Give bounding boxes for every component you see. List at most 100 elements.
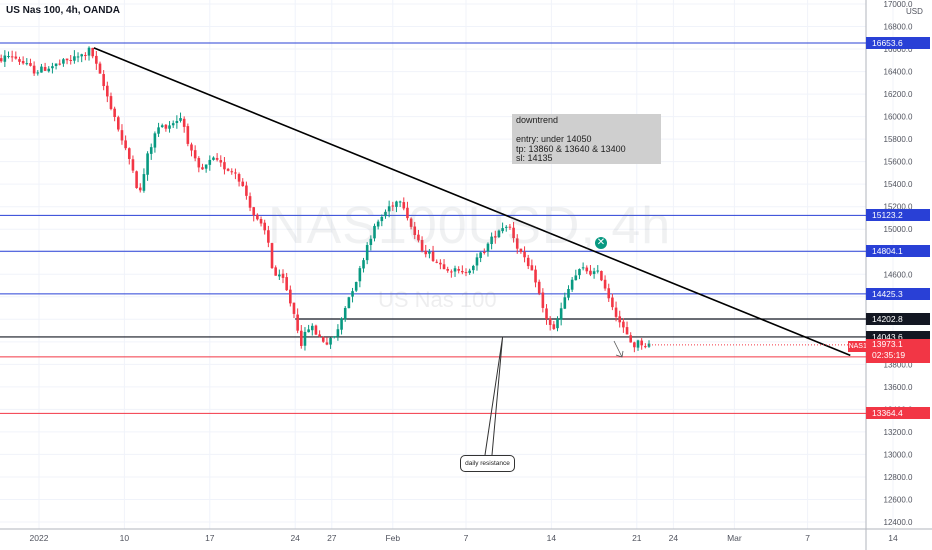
chart-title[interactable]: US Nas 100, 4h, OANDA: [6, 5, 120, 16]
candle-body: [190, 144, 193, 151]
candle-body: [395, 201, 398, 207]
candle-body: [541, 292, 545, 308]
candle-body: [380, 216, 384, 222]
candle-body: [7, 56, 10, 58]
currency-label: USD: [906, 7, 923, 16]
candle-body: [578, 269, 581, 276]
price-tick-label: 15200.0: [884, 203, 913, 212]
candle-body: [10, 56, 14, 58]
candle-body: [351, 291, 354, 297]
current-price: 13973.1: [872, 339, 903, 349]
price-tick-label: 12600.0: [884, 495, 913, 504]
price-tick-label: 13800.0: [884, 360, 913, 369]
candle-body: [281, 273, 285, 278]
candle-body: [230, 171, 234, 173]
daily-resistance-callout[interactable]: daily resistance: [460, 455, 515, 472]
candle-body: [468, 270, 471, 273]
candle-body: [29, 63, 32, 66]
candle-body: [197, 158, 201, 168]
candle-body: [234, 172, 237, 174]
candle-body: [120, 130, 124, 141]
candle-body: [267, 230, 270, 243]
bar-countdown: 02:35:19: [872, 350, 906, 360]
candle-body: [493, 236, 497, 238]
candle-body: [193, 150, 197, 159]
price-tick-label: 16600.0: [884, 45, 913, 54]
candle-body: [508, 226, 512, 228]
callout-connector: [484, 336, 504, 456]
candle-body: [321, 337, 325, 342]
candle-body: [450, 271, 453, 273]
price-tick-label: 13000.0: [884, 450, 913, 459]
candle-body: [124, 140, 127, 149]
candle-body: [592, 271, 596, 274]
price-tick-label: 15800.0: [884, 135, 913, 144]
time-tick-label: 7: [464, 533, 469, 543]
candle-body: [490, 236, 493, 245]
candle-body: [504, 226, 508, 228]
candle-body: [347, 297, 351, 309]
price-tick-label: 13600.0: [884, 383, 913, 392]
candle-body: [362, 260, 365, 269]
downtrend-line: [93, 47, 851, 357]
candle-body: [256, 214, 259, 220]
candle-body: [435, 261, 439, 263]
trade-note[interactable]: downtrend entry: under 14050 tp: 13860 &…: [512, 114, 661, 164]
symbol-watermark: NAS100USD, 4h: [268, 197, 672, 255]
candle-body: [179, 118, 182, 121]
candle-body: [644, 346, 647, 348]
candle-body: [164, 124, 168, 129]
candle-body: [417, 234, 420, 241]
candle-body: [596, 270, 600, 272]
note-line: entry: under 14050: [516, 134, 592, 144]
candle-body: [3, 55, 7, 62]
candle-body: [32, 65, 36, 74]
candle-body: [310, 325, 314, 331]
candle-body: [497, 230, 501, 238]
candle-body: [259, 219, 263, 224]
candle-body: [289, 289, 292, 304]
candle-body: [127, 148, 131, 159]
price-tick-label: 17000.0: [884, 0, 913, 9]
candle-body: [329, 337, 332, 345]
candle-body: [226, 168, 230, 171]
candle-body: [175, 121, 179, 124]
candle-body: [559, 308, 563, 320]
candle-body: [640, 340, 643, 346]
candle-body: [457, 268, 460, 271]
candle-body: [332, 336, 336, 338]
candle-body: [472, 265, 475, 271]
candle-body: [625, 327, 629, 335]
level-price-label: 16653.6: [866, 37, 930, 49]
level-price-label: 14202.8: [866, 312, 930, 325]
candle-body: [358, 268, 362, 282]
candle-body: [340, 318, 343, 330]
candle-body: [365, 245, 369, 261]
candle-body: [398, 201, 402, 203]
time-tick-label: 14: [888, 533, 898, 543]
candle-body: [292, 302, 296, 314]
candle-body: [51, 66, 54, 69]
candle-body: [270, 243, 274, 268]
candle-body: [384, 211, 387, 217]
candle-body: [325, 342, 329, 345]
candle-body: [62, 59, 65, 64]
candle-body: [636, 340, 640, 348]
time-tick-label: Mar: [727, 533, 742, 543]
candle-body: [581, 267, 585, 269]
candle-body: [574, 275, 578, 281]
price-tick-label: 12800.0: [884, 473, 913, 482]
candle-body: [567, 289, 570, 298]
candle-body: [212, 157, 215, 160]
close-circle-icon[interactable]: ✕: [595, 237, 607, 249]
projection-arrow: [613, 340, 624, 358]
time-tick-label: 2022: [30, 533, 49, 543]
candle-body: [25, 63, 29, 65]
candle-body: [563, 297, 567, 309]
price-tick-label: 15400.0: [884, 180, 913, 189]
candle-body: [95, 55, 98, 64]
candle-body: [413, 226, 417, 236]
candle-body: [69, 59, 73, 61]
candle-body: [373, 225, 376, 239]
